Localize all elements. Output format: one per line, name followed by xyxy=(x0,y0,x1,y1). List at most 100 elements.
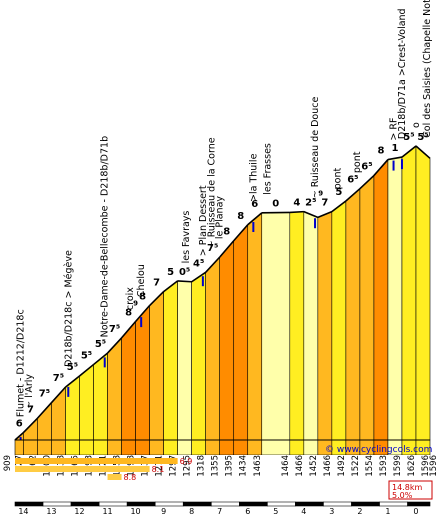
place-label-1: ~ l'Arly xyxy=(24,374,35,409)
profile-edge-1 xyxy=(22,417,39,434)
profile-edge-20 xyxy=(303,210,319,219)
km-block-4 xyxy=(323,501,352,507)
grade-label-6: 5⁵ xyxy=(95,339,106,350)
segment-14 xyxy=(205,256,220,441)
km-block-7 xyxy=(239,501,268,507)
base-cell-19 xyxy=(289,439,305,456)
km-block-3 xyxy=(351,501,380,507)
base-cell-14 xyxy=(205,439,220,456)
segment-25 xyxy=(373,158,389,441)
profile-edge-0 xyxy=(14,432,24,441)
km-label-1: 1 xyxy=(385,507,390,516)
base-cell-3 xyxy=(51,439,66,456)
village-ticks xyxy=(19,159,403,448)
profile-edge-21 xyxy=(317,210,333,219)
profile-edge-13 xyxy=(191,271,207,283)
km-label-11: 11 xyxy=(102,507,112,516)
altitude-label-12: 1295 xyxy=(183,455,193,477)
place-label-17: o xyxy=(411,122,422,128)
km-label-8: 8 xyxy=(189,507,194,516)
profile-edge-4 xyxy=(64,375,80,388)
credit-text[interactable]: © www.cyclingcols.com xyxy=(325,445,432,455)
altitude-label-25: 1593 xyxy=(379,455,389,477)
profile-edge-22 xyxy=(331,200,347,213)
grade-label-24: 6⁵ xyxy=(361,162,372,173)
km-block-14 xyxy=(42,501,72,507)
legend-bar-1 xyxy=(15,466,150,472)
segment-20 xyxy=(303,211,319,441)
altitude-label-18: 1464 xyxy=(281,455,291,477)
altitude-label-6: 1121 xyxy=(99,455,109,477)
km-label-5: 5 xyxy=(273,507,278,516)
grade-label-3: 7⁵ xyxy=(53,373,64,384)
km-block-12 xyxy=(98,501,128,507)
altitude-label-22: 1492 xyxy=(337,455,347,477)
altitude-label-10: 1271 xyxy=(155,455,165,477)
segment-26 xyxy=(387,156,403,441)
grade-label-9: 8 xyxy=(139,292,146,303)
km-block-6 xyxy=(267,501,296,507)
grade-label-11: 5 xyxy=(167,267,174,278)
profile-edge-24 xyxy=(359,174,375,190)
km-block-5 xyxy=(295,501,324,507)
place-label-11: les Frasses xyxy=(262,143,273,195)
segment-2 xyxy=(37,401,52,441)
grade-label-25: 8 xyxy=(377,146,384,157)
profile-edge-25 xyxy=(373,159,389,177)
legend-label-2: 8.8 xyxy=(124,473,137,482)
base-cell-0 xyxy=(14,439,24,456)
place-label-4: croix xyxy=(125,287,136,310)
km-block-13 xyxy=(70,501,100,507)
profile-edge-10 xyxy=(149,291,165,307)
segment-5 xyxy=(79,363,94,441)
grade-label-4: 5⁵ xyxy=(67,362,78,373)
grade-label-19: 4 xyxy=(293,198,300,209)
place-label-8: ~ Ruisseau de la Corne xyxy=(206,137,217,248)
grade-label-5: 5⁵ xyxy=(81,351,92,362)
altitude-label-9: 1237 xyxy=(141,455,151,477)
legend-label-1: 8.1 xyxy=(152,465,165,474)
profile-line xyxy=(14,145,431,441)
legend: 6.9 8.1 8.8 xyxy=(15,457,192,482)
grade-label-1: 7 xyxy=(27,404,34,415)
km-label-13: 13 xyxy=(46,507,56,516)
segment-12 xyxy=(177,280,192,441)
base-cell-20 xyxy=(303,439,319,456)
km-block-15 xyxy=(14,501,44,507)
grade-label-21: 7 xyxy=(321,198,328,209)
altitude-label-13: 1318 xyxy=(197,455,207,477)
profile-edge-27 xyxy=(401,145,417,158)
altitude-label-27: 1626 xyxy=(407,455,417,477)
base-cell-18 xyxy=(261,439,291,456)
place-label-3: Notre-Dame-de-Bellecombe - D218b/D71b xyxy=(100,136,111,337)
altitude-label-8: 1198 xyxy=(127,455,137,477)
legend-bar-2 xyxy=(107,474,122,480)
grade-label-15: 8 xyxy=(223,227,230,238)
place-label-9: le Planay xyxy=(215,196,226,240)
base-cell-7 xyxy=(107,439,122,456)
km-label-7: 7 xyxy=(217,507,222,516)
grade-label-7: 7⁵ xyxy=(109,324,120,335)
grade-label-8: 8 xyxy=(125,308,132,319)
altitude-label-5: 1093 xyxy=(85,455,95,477)
altitude-label-17: 1463 xyxy=(253,455,263,477)
profile-edge-19 xyxy=(289,210,304,214)
grade-label-26: 1 xyxy=(391,143,398,154)
grade-label-18: 0 xyxy=(272,198,279,209)
km-label-0: 0 xyxy=(413,507,418,516)
grade-label-13: 4⁵ xyxy=(193,258,204,269)
segment-18 xyxy=(261,212,291,441)
segment-7 xyxy=(107,337,122,441)
km-label-14: 14 xyxy=(18,507,28,516)
grade-label-16: 8 xyxy=(237,211,244,222)
segment-21 xyxy=(317,211,333,441)
km-block-10 xyxy=(154,501,184,507)
grade-label-20: 2⁵ xyxy=(305,198,316,209)
place-label-12: ~ Ruisseau de Douce xyxy=(310,97,321,199)
grade-label-14: 7⁵ xyxy=(207,243,218,254)
profile-edge-26 xyxy=(387,156,403,161)
altitude-label-26: 1599 xyxy=(393,455,403,477)
profile-edge-12 xyxy=(177,280,192,283)
